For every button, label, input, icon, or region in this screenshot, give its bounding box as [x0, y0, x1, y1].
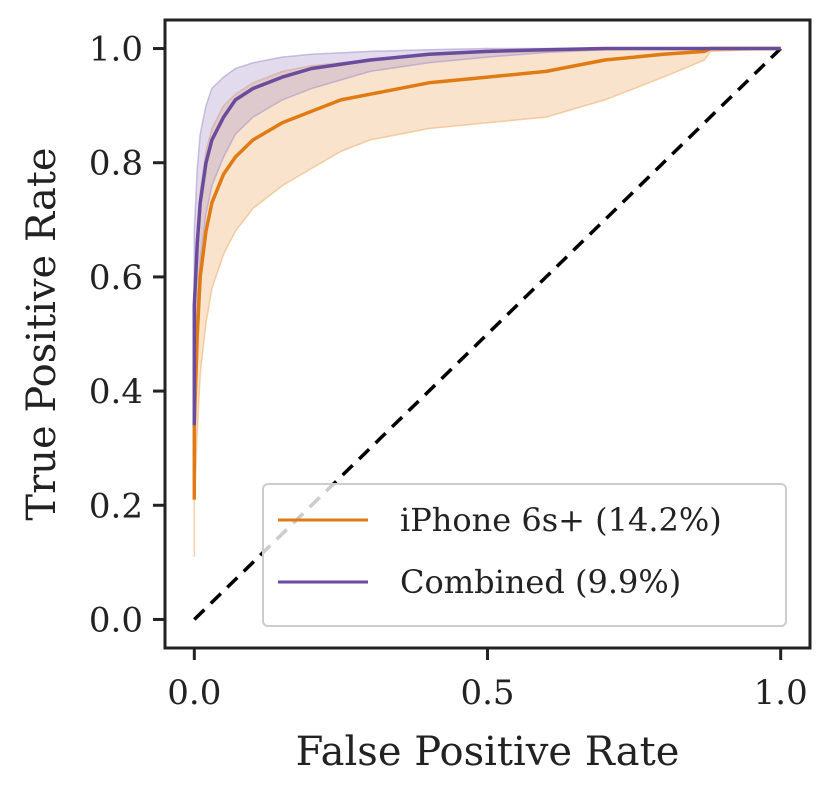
legend-label-combined: Combined (9.9%) [400, 563, 681, 601]
y-tick-label: 1.0 [89, 30, 143, 70]
x-tick-label: 0.5 [460, 673, 514, 713]
x-tick-label: 0.0 [167, 673, 221, 713]
y-tick-label: 0.0 [89, 600, 143, 640]
y-tick-label: 0.2 [89, 486, 143, 526]
x-axis-label: False Positive Rate [296, 729, 680, 775]
y-tick-label: 0.8 [89, 144, 143, 184]
y-tick-label: 0.4 [89, 372, 143, 412]
y-axis-ticks: 0.0 0.2 0.4 0.6 0.8 1.0 [89, 30, 165, 640]
legend-box [262, 483, 787, 627]
x-tick-label: 1.0 [754, 673, 808, 713]
y-tick-label: 0.6 [89, 258, 143, 298]
x-axis-ticks: 0.0 0.5 1.0 [167, 648, 808, 713]
series-lines [192, 46, 781, 500]
legend: iPhone 6s+ (14.2%) Combined (9.9%) [262, 483, 787, 627]
series-line-iphone [192, 46, 781, 500]
y-axis-label: True Positive Rate [19, 147, 65, 520]
series-line-combined [192, 46, 781, 426]
legend-label-iphone: iPhone 6s+ (14.2%) [400, 501, 722, 539]
